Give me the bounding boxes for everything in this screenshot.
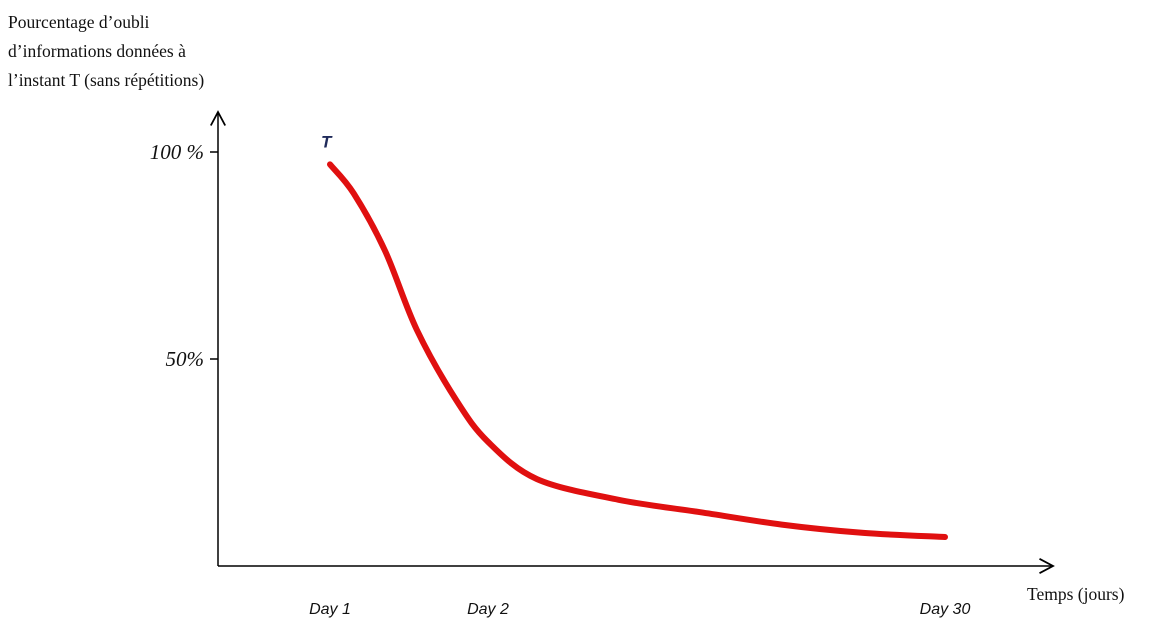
x-axis-label: Temps (jours) (1027, 584, 1125, 604)
y-axis-label-line-3: l’instant T (sans répétitions) (8, 70, 205, 90)
x-tick-label-1: Day 2 (467, 601, 509, 618)
y-tick-label-0: 100 % (150, 140, 204, 164)
point-t-annotation: T (321, 132, 333, 151)
y-axis-label-line-1: Pourcentage d’oubli (8, 12, 150, 32)
forgetting-curve-line (327, 161, 948, 540)
y-tick-label-1: 50% (166, 347, 205, 371)
x-tick-label-0: Day 1 (309, 601, 351, 618)
y-axis-label-line-2: d’informations données à (8, 41, 186, 61)
x-tick-label-2: Day 30 (920, 601, 971, 618)
y-axis-label: Pourcentage d’oubli d’informations donné… (8, 8, 308, 95)
